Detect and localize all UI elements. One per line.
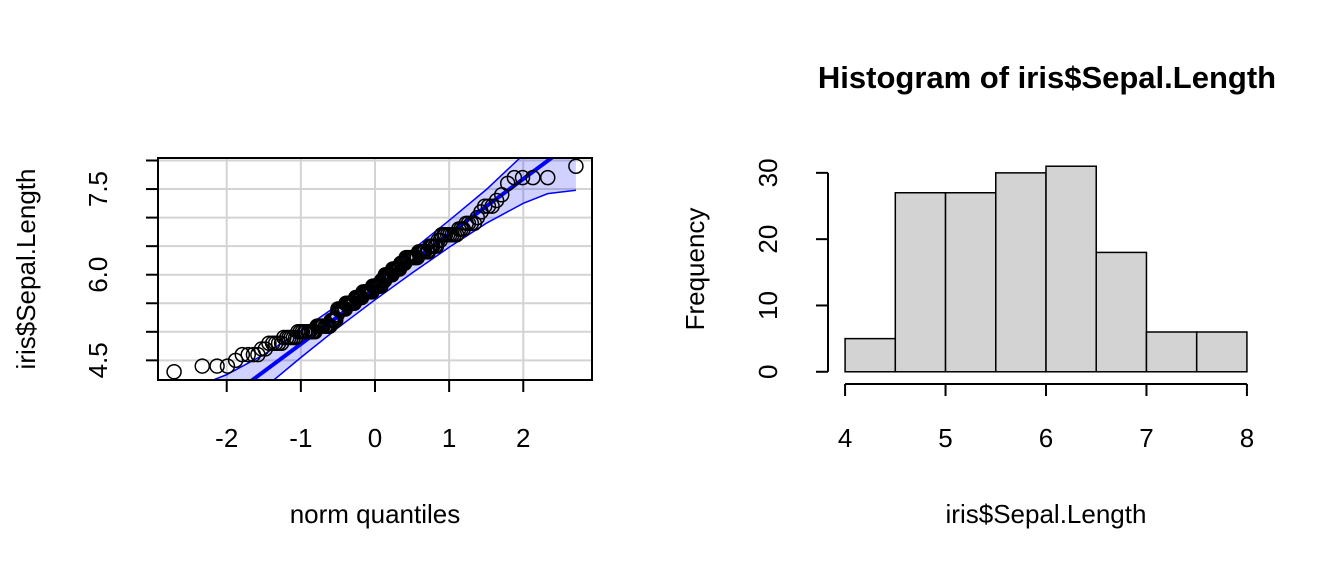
x-axis-label: norm quantiles	[290, 499, 461, 529]
bar	[1145, 331, 1198, 373]
y-tick-label: 0	[753, 365, 783, 379]
bar	[995, 172, 1047, 373]
x-tick-label: 1	[442, 423, 456, 453]
point	[234, 346, 251, 363]
point	[539, 169, 556, 186]
point	[506, 169, 523, 186]
point	[219, 358, 236, 374]
x-tick-label: 5	[938, 423, 952, 453]
y-axis-label: iris$Sepal.Length	[11, 169, 41, 370]
x-tick-label: 8	[1240, 423, 1254, 453]
point	[488, 192, 505, 209]
x-axis-label: iris$Sepal.Length	[946, 499, 1147, 529]
point	[484, 198, 500, 214]
y-tick-label: 7.5	[83, 171, 113, 207]
x-tick-label: 2	[516, 423, 530, 453]
point	[166, 364, 182, 380]
y-tick-label: 4.5	[83, 342, 113, 378]
plot-area	[166, 158, 584, 380]
point	[568, 158, 584, 174]
x-tick-label: 7	[1139, 423, 1153, 453]
bar	[894, 191, 947, 373]
x-tick-label: -1	[289, 423, 312, 453]
bar	[944, 191, 997, 373]
bar	[844, 337, 897, 373]
y-tick-label: 6.0	[83, 257, 113, 293]
point	[525, 169, 541, 186]
y-tick-label: 30	[753, 158, 783, 187]
x-tick-label: -2	[215, 423, 238, 453]
y-axis-label: Frequency	[680, 208, 710, 331]
point	[194, 358, 211, 374]
y-tick-label: 20	[753, 225, 783, 254]
point	[514, 169, 531, 186]
bar	[1095, 251, 1148, 373]
point	[261, 335, 277, 351]
envelope-lower	[272, 189, 577, 380]
x-tick-label: 4	[838, 423, 852, 453]
y-tick-label: 10	[753, 291, 783, 320]
point	[240, 346, 256, 363]
x-tick-label: 0	[368, 423, 382, 453]
x-tick-label: 6	[1039, 423, 1053, 453]
bar	[1045, 165, 1097, 373]
chart-title: Histogram of iris$Sepal.Length	[818, 60, 1276, 95]
bar	[1195, 331, 1248, 373]
point	[209, 358, 225, 374]
point	[480, 198, 497, 214]
